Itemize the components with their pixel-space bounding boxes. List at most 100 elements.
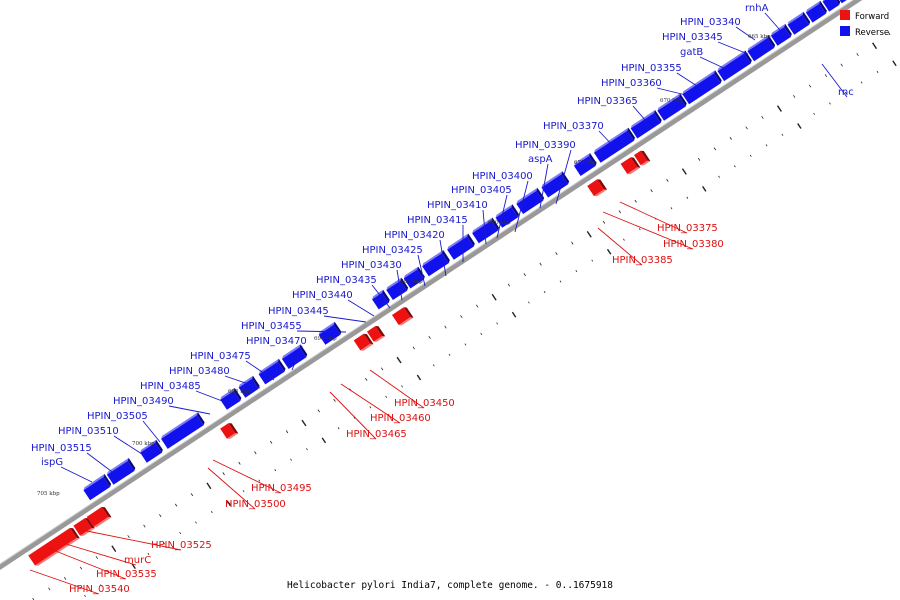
reverse-gene-label[interactable]: HPIN_03415 bbox=[407, 215, 468, 226]
reverse-gene-box[interactable] bbox=[822, 0, 841, 12]
reverse-gene-label[interactable]: HPIN_03365 bbox=[577, 96, 638, 107]
forward-gene-label[interactable]: HPIN_03540 bbox=[69, 584, 130, 595]
leader-line bbox=[555, 149, 572, 205]
reverse-gene-box[interactable] bbox=[83, 473, 112, 501]
reverse-gene-box[interactable] bbox=[574, 153, 597, 176]
reverse-gene-label[interactable]: HPIN_03435 bbox=[316, 275, 377, 286]
forward-gene-label[interactable]: HPIN_03460 bbox=[370, 413, 431, 424]
forward-gene-label[interactable]: HPIN_03495 bbox=[251, 483, 312, 494]
backbone-tick bbox=[634, 199, 637, 203]
reverse-gene-label[interactable]: HPIN_03470 bbox=[246, 336, 307, 347]
reverse-gene-label[interactable]: HPIN_03490 bbox=[113, 396, 174, 407]
reverse-gene-box[interactable] bbox=[140, 439, 163, 463]
reverse-gene-label[interactable]: HPIN_03475 bbox=[190, 351, 251, 362]
backbone-tick bbox=[686, 196, 689, 199]
reverse-gene-label[interactable]: HPIN_03430 bbox=[341, 260, 402, 271]
reverse-gene-label[interactable]: HPIN_03440 bbox=[292, 290, 353, 301]
reverse-gene-box[interactable] bbox=[386, 277, 409, 300]
reverse-gene-box[interactable] bbox=[238, 375, 260, 398]
forward-gene-label[interactable]: HPIN_03375 bbox=[657, 223, 718, 234]
reverse-gene-box[interactable] bbox=[372, 289, 390, 310]
reverse-gene-label[interactable]: HPIN_03485 bbox=[140, 381, 201, 392]
forward-gene-label[interactable]: HPIN_03535 bbox=[96, 569, 157, 580]
forward-gene-box[interactable] bbox=[220, 423, 239, 439]
legend-reverse-swatch bbox=[840, 26, 850, 36]
leader-line bbox=[195, 390, 231, 405]
reverse-gene-label[interactable]: HPIN_03480 bbox=[169, 366, 230, 377]
reverse-gene-box[interactable] bbox=[770, 23, 792, 46]
backbone-tick bbox=[79, 566, 83, 570]
scale-mark-label: 705 kbp bbox=[37, 491, 60, 497]
reverse-gene-box[interactable] bbox=[630, 110, 662, 139]
forward-gene-box[interactable] bbox=[587, 179, 608, 197]
backbone-tick bbox=[666, 178, 669, 182]
reverse-gene-label[interactable]: HPIN_03405 bbox=[451, 185, 512, 196]
backbone-tick bbox=[539, 262, 542, 266]
reverse-gene-label[interactable]: HPIN_03420 bbox=[384, 230, 445, 241]
reverse-gene-box[interactable] bbox=[747, 35, 776, 62]
backbone-tick bbox=[793, 94, 796, 98]
reverse-gene-box[interactable] bbox=[657, 93, 687, 121]
genome-backbone bbox=[0, 0, 863, 570]
reverse-gene-box[interactable] bbox=[835, 0, 857, 4]
reverse-gene-box[interactable] bbox=[220, 387, 242, 410]
backbone-tick bbox=[460, 315, 463, 319]
reverse-gene-label[interactable]: HPIN_03360 bbox=[601, 78, 662, 89]
reverse-gene-label[interactable]: HPIN_03355 bbox=[621, 63, 682, 74]
reverse-gene-label[interactable]: HPIN_03345 bbox=[662, 32, 723, 43]
forward-gene-box[interactable] bbox=[634, 150, 651, 166]
leader-line bbox=[369, 369, 425, 409]
backbone-tick bbox=[416, 374, 422, 381]
reverse-gene-label[interactable]: HPIN_03505 bbox=[87, 411, 148, 422]
reverse-gene-label[interactable]: HPIN_03340 bbox=[680, 17, 741, 28]
forward-gene-box[interactable] bbox=[620, 157, 641, 175]
reverse-gene-box[interactable] bbox=[787, 11, 811, 35]
reverse-gene-label[interactable]: HPIN_03370 bbox=[543, 121, 604, 132]
forward-gene-label[interactable]: HPIN_03525 bbox=[151, 540, 212, 551]
reverse-gene-box[interactable] bbox=[161, 412, 205, 449]
reverse-gene-label[interactable]: ispG bbox=[41, 457, 63, 468]
forward-gene-box[interactable] bbox=[392, 307, 414, 326]
forward-gene-box[interactable] bbox=[367, 326, 386, 342]
reverse-gene-box[interactable] bbox=[495, 204, 519, 228]
forward-gene-box[interactable] bbox=[353, 333, 374, 351]
backbone-tick bbox=[507, 283, 511, 287]
reverse-gene-label[interactable]: HPIN_03410 bbox=[427, 200, 488, 211]
reverse-gene-label[interactable]: HPIN_03515 bbox=[31, 443, 92, 454]
reverse-gene-label[interactable]: gatB bbox=[680, 47, 703, 58]
reverse-gene-box[interactable] bbox=[422, 250, 450, 277]
backbone-tick bbox=[543, 290, 546, 294]
reverse-gene-label[interactable]: HPIN_03390 bbox=[515, 140, 576, 151]
forward-gene-label[interactable]: HPIN_03380 bbox=[663, 239, 724, 250]
reverse-gene-label[interactable]: HPIN_03425 bbox=[362, 245, 423, 256]
scale-mark-label: 690 kbp bbox=[314, 336, 337, 342]
forward-gene-box[interactable] bbox=[86, 506, 112, 528]
reverse-gene-label[interactable]: aspA bbox=[528, 154, 553, 165]
genome-caption: Helicobacter pylori India7, complete gen… bbox=[287, 580, 613, 591]
reverse-gene-box[interactable] bbox=[541, 171, 570, 198]
reverse-gene-label[interactable]: HPIN_03510 bbox=[58, 426, 119, 437]
backbone-tick bbox=[718, 175, 720, 178]
forward-gene-label[interactable]: HPIN_03450 bbox=[394, 398, 455, 409]
forward-gene-label[interactable]: HPIN_03465 bbox=[346, 429, 407, 440]
reverse-gene-label[interactable]: rnc bbox=[838, 87, 854, 98]
backbone-tick bbox=[84, 594, 86, 597]
leader-line bbox=[439, 239, 447, 277]
forward-gene-label[interactable]: murC bbox=[124, 555, 151, 566]
reverse-gene-box[interactable] bbox=[682, 70, 722, 105]
forward-gene-label[interactable]: HPIN_03500 bbox=[225, 499, 286, 510]
reverse-gene-box[interactable] bbox=[717, 50, 752, 82]
forward-gene-label[interactable]: HPIN_03385 bbox=[612, 255, 673, 266]
reverse-gene-box[interactable] bbox=[258, 358, 286, 385]
reverse-gene-label[interactable]: rnhA bbox=[745, 3, 769, 14]
reverse-gene-label[interactable]: HPIN_03445 bbox=[268, 306, 329, 317]
reverse-gene-box[interactable] bbox=[106, 457, 136, 485]
scale-mark-label: 675 kbp bbox=[574, 160, 597, 166]
reverse-gene-label[interactable]: HPIN_03400 bbox=[472, 171, 533, 182]
reverse-gene-label[interactable]: HPIN_03455 bbox=[241, 321, 302, 332]
backbone-tick bbox=[702, 186, 707, 192]
backbone-tick bbox=[242, 490, 245, 493]
forward-gene-box[interactable] bbox=[73, 518, 95, 536]
backbone-tick bbox=[111, 545, 117, 552]
reverse-gene-box[interactable] bbox=[805, 0, 827, 23]
